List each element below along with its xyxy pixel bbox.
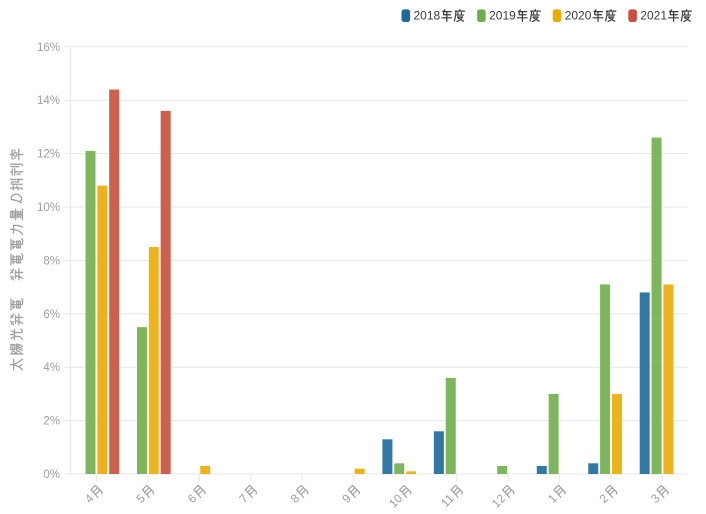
svg-text:16%: 16% xyxy=(37,42,60,54)
svg-text:2021: 2021 xyxy=(640,8,667,22)
svg-text:0%: 0% xyxy=(43,469,60,481)
svg-text:10%: 10% xyxy=(37,202,60,214)
svg-text:6%: 6% xyxy=(43,309,60,321)
svg-text:2%: 2% xyxy=(43,416,60,428)
svg-text:4%: 4% xyxy=(43,362,60,374)
svg-text:2018: 2018 xyxy=(414,8,441,22)
svg-text:14%: 14% xyxy=(37,95,60,107)
svg-text:8%: 8% xyxy=(43,255,60,267)
svg-text:2020: 2020 xyxy=(565,8,592,22)
svg-text:12%: 12% xyxy=(37,149,60,161)
svg-text:2019: 2019 xyxy=(489,8,516,22)
